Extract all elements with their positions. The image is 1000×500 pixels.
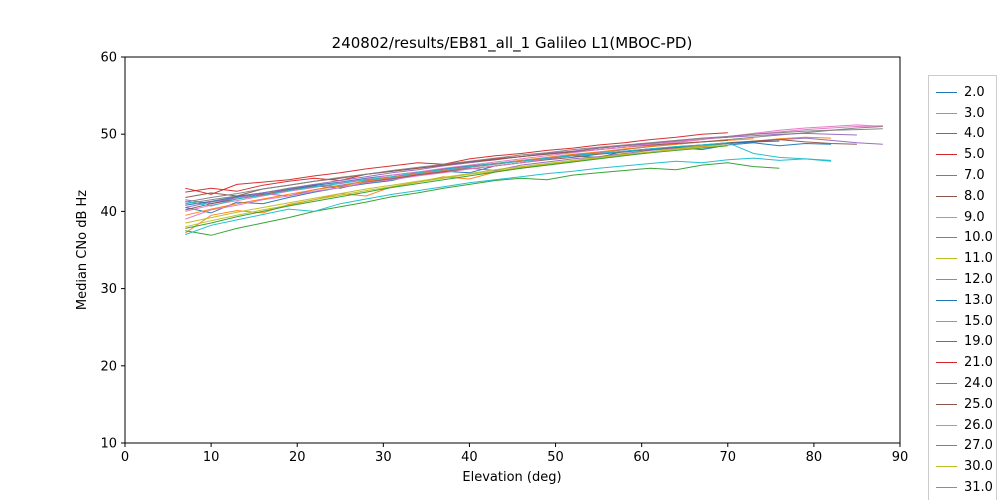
legend-line-swatch [936,487,957,489]
legend-label: 9.0 [964,209,985,225]
legend-line-swatch [936,175,957,177]
legend-item: 7.0 [936,165,996,186]
series-line-19.0 [185,145,728,229]
legend-label: 24.0 [964,376,993,392]
legend-item: 31.0 [936,477,996,498]
legend-line-swatch [936,154,957,156]
y-tick-label: 30 [100,282,117,297]
legend-label: 8.0 [964,188,985,204]
x-tick-label: 0 [121,450,129,465]
y-tick-label: 20 [100,359,117,374]
legend-line-swatch [936,341,957,343]
y-axis-label: Median CNo dB Hz [75,190,90,310]
legend-label: 5.0 [964,147,985,163]
legend-label: 19.0 [964,334,993,350]
legend-item: 19.0 [936,332,996,353]
legend-item: 4.0 [936,124,996,145]
series-line-27.0 [185,128,883,203]
legend-line-swatch [936,216,957,218]
legend-label: 2.0 [964,84,985,100]
legend-line-swatch [936,112,957,114]
legend-label: 13.0 [964,292,993,308]
series-line-12.0 [185,157,832,236]
legend: 2.0 3.0 4.0 5.0 7.0 8.0 9.0 10.0 11.0 12.0 13.0 15.… [928,75,997,500]
series-line-4.0 [185,162,780,236]
legend-item: 26.0 [936,415,996,436]
legend-label: 12.0 [964,272,993,288]
legend-item: 21.0 [936,352,996,373]
legend-label: 11.0 [964,251,993,267]
x-tick-label: 30 [375,450,392,465]
legend-label: 31.0 [964,480,993,496]
legend-item: 13.0 [936,290,996,311]
legend-label: 21.0 [964,355,993,371]
legend-line-swatch [936,91,957,93]
x-tick-label: 40 [461,450,478,465]
x-tick-label: 50 [547,450,564,465]
legend-line-swatch [936,320,957,322]
axis-ticks: 0 10 20 30 40 50 60 70 80 90 10 20 30 40 50 60 [100,51,908,466]
legend-label: 25.0 [964,396,993,412]
x-tick-label: 60 [633,450,650,465]
legend-item: 8.0 [936,186,996,207]
legend-label: 3.0 [964,105,985,121]
legend-line-swatch [936,299,957,301]
legend-line-swatch [936,279,957,281]
legend-line-swatch [936,258,957,260]
legend-line-swatch [936,445,957,447]
plot-border [124,56,901,444]
legend-item: 30.0 [936,456,996,477]
legend-label: 15.0 [964,313,993,329]
legend-label: 4.0 [964,126,985,142]
series-line-30.0 [185,144,728,224]
legend-label: 30.0 [964,459,993,475]
legend-item: 9.0 [936,207,996,228]
legend-label: 7.0 [964,168,985,184]
legend-line-swatch [936,133,957,135]
legend-label: 27.0 [964,438,993,454]
legend-label: 10.0 [964,230,993,246]
legend-item: 25.0 [936,394,996,415]
legend-line-swatch [936,195,957,197]
series-lines [185,124,883,236]
x-tick-label: 90 [892,450,909,465]
legend-item: 5.0 [936,144,996,165]
legend-item: 2.0 [936,82,996,103]
y-tick-label: 10 [100,437,117,452]
x-tick-label: 80 [806,450,823,465]
legend-line-swatch [936,362,957,364]
chart-title: 240802/results/EB81_all_1 Galileo L1(MBO… [332,34,693,53]
series-line-9.0 [185,124,883,220]
legend-line-swatch [936,237,957,239]
series-line-31.0 [185,142,832,207]
legend-item: 24.0 [936,373,996,394]
legend-label: 26.0 [964,417,993,433]
legend-item: 11.0 [936,248,996,269]
x-tick-label: 10 [203,450,220,465]
legend-line-swatch [936,466,957,468]
x-tick-label: 20 [289,450,306,465]
legend-line-swatch [936,383,957,385]
x-axis-label: Elevation (deg) [462,470,561,485]
x-tick-label: 70 [720,450,737,465]
legend-item: 3.0 [936,103,996,124]
legend-line-swatch [936,403,957,405]
legend-item: 15.0 [936,311,996,332]
legend-item: 27.0 [936,436,996,457]
legend-item: 12.0 [936,269,996,290]
y-tick-label: 60 [100,51,117,66]
series-line-5.0 [185,132,728,195]
legend-line-swatch [936,424,957,426]
y-tick-label: 50 [100,128,117,143]
y-tick-label: 40 [100,205,117,220]
legend-item: 10.0 [936,228,996,249]
